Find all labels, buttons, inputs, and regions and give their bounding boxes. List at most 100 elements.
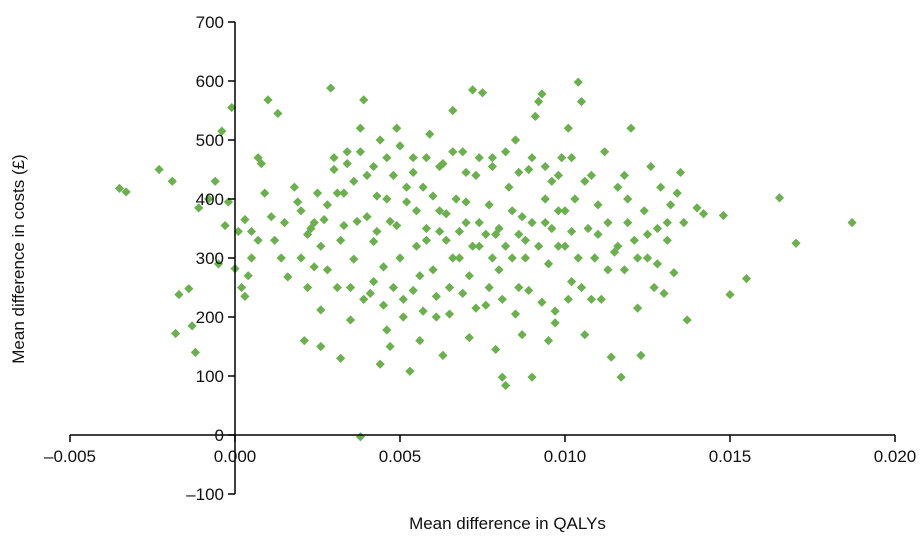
scatter-point [553, 241, 563, 251]
x-tick-label: 0.015 [709, 447, 752, 466]
scatter-point [266, 212, 276, 222]
scatter-point [345, 282, 356, 293]
scatter-point [326, 83, 336, 93]
scatter-point [573, 253, 583, 263]
scatter-point [649, 282, 659, 293]
scatter-point [699, 209, 709, 219]
scatter-point [425, 129, 435, 139]
scatter-point [616, 372, 626, 382]
scatter-point [392, 220, 402, 231]
scatter-point [240, 291, 250, 301]
scatter-point [336, 235, 346, 245]
scatter-point [204, 194, 214, 204]
scatter-point [355, 123, 365, 133]
scatter-point [352, 216, 362, 227]
scatter-point [154, 164, 164, 175]
scatter-point [540, 218, 550, 228]
scatter-point [345, 315, 356, 325]
scatter-point [652, 259, 662, 269]
scatter-point [560, 241, 570, 251]
scatter-point [619, 265, 629, 275]
scatter-point [514, 229, 524, 239]
scatter-point [435, 206, 445, 216]
scatter-point [510, 309, 521, 319]
scatter-point [329, 164, 339, 175]
scatter-point [530, 111, 540, 121]
scatter-point [253, 153, 263, 163]
scatter-point [349, 176, 359, 186]
y-tick-label: 600 [196, 72, 224, 91]
scatter-point [444, 282, 455, 293]
scatter-point [474, 153, 484, 163]
scatter-point [454, 226, 464, 237]
scatter-point [114, 183, 125, 193]
scatter-point [243, 271, 253, 281]
scatter-point [421, 235, 431, 245]
scatter-point [303, 229, 313, 239]
scatter-point [520, 235, 530, 245]
scatter-point [263, 95, 273, 105]
scatter-point [435, 226, 445, 237]
scatter-point [246, 253, 257, 263]
scatter-point [388, 282, 398, 293]
scatter-point [675, 167, 686, 178]
scatter-point [659, 288, 669, 298]
scatter-point [454, 253, 464, 263]
scatter-point [619, 170, 629, 180]
y-tick-label: 200 [196, 308, 224, 327]
scatter-point [471, 303, 481, 313]
scatter-point [494, 265, 504, 275]
scatter-point [270, 235, 280, 245]
scatter-point [593, 200, 603, 210]
scatter-point [471, 170, 481, 180]
scatter-point [774, 193, 785, 203]
scatter-point [603, 265, 613, 275]
x-tick-label: 0.005 [379, 447, 422, 466]
scatter-point [405, 366, 415, 376]
scatter-point [187, 321, 197, 331]
scatter-point [378, 300, 389, 310]
scatter-point [613, 241, 623, 251]
x-axis-ticks: –0.005 0.000 0.005 0.010 0.015 0.020 [44, 435, 916, 466]
scatter-point [679, 218, 689, 228]
scatter-point [382, 194, 392, 204]
y-tick-label: 700 [196, 13, 224, 32]
scatter-point [355, 147, 365, 157]
scatter-point [233, 226, 243, 237]
scatter-point [468, 241, 478, 251]
x-tick-label: 0.000 [214, 447, 257, 466]
scatter-point [385, 341, 395, 352]
scatter-point [296, 253, 306, 263]
scatter-point [596, 294, 606, 304]
scatter-point [253, 235, 263, 245]
scatter-point [629, 235, 639, 245]
scatter-point [567, 226, 577, 237]
scatter-point [474, 218, 484, 228]
scatter-point [537, 297, 547, 307]
scatter-point [633, 253, 643, 263]
scatter-point [791, 238, 801, 248]
scatter-point [273, 108, 283, 119]
scatter-point [309, 262, 319, 272]
scatter-point [514, 167, 524, 178]
x-tick-label: 0.010 [544, 447, 587, 466]
scatter-point [461, 167, 471, 178]
scatter-point [606, 352, 616, 362]
scatter-point [576, 282, 587, 293]
scatter-point [580, 330, 590, 340]
scatter-point [359, 294, 369, 304]
scatter-point [388, 170, 398, 180]
scatter-point [411, 241, 422, 251]
scatter-point [540, 194, 550, 204]
scatter-point [421, 223, 431, 234]
scatter-point [468, 85, 478, 95]
scatter-point [534, 97, 544, 107]
scatter-point [418, 182, 428, 192]
scatter-point [484, 282, 494, 293]
scatter-point [369, 236, 379, 247]
scatter-point [517, 330, 527, 340]
scatter-point [725, 289, 735, 300]
scatter-point [378, 262, 389, 272]
scatter-point [652, 223, 662, 234]
